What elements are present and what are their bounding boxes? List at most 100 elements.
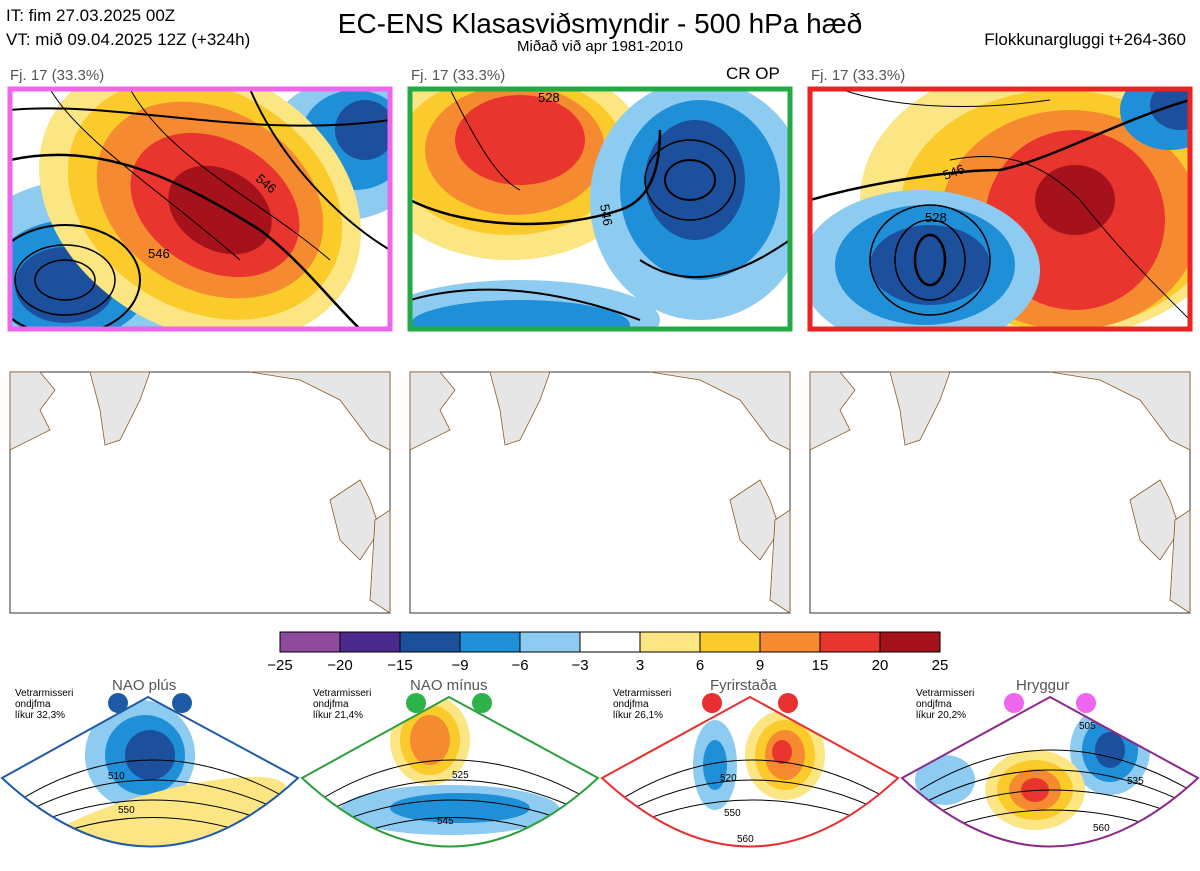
map3-contour-label: 546	[941, 161, 967, 183]
colorbar-swatch	[339, 631, 401, 653]
colorbar: −25 −20 −15 −9 −6 −3 3 6 9 15 20 25	[267, 631, 949, 674]
colorbar-swatch	[399, 631, 461, 653]
blank-map-2	[409, 371, 791, 614]
colorbar-swatch	[639, 631, 701, 653]
map3-blue3	[870, 225, 990, 305]
land-mass	[649, 371, 791, 451]
colorbar-swatch	[879, 631, 941, 653]
land-mass	[249, 371, 391, 451]
map-3-frame	[807, 86, 1193, 332]
classification-window: Flokkunargluggi t+264-360	[984, 30, 1186, 49]
map1-darkred	[168, 165, 272, 255]
anomaly-patch	[1021, 778, 1049, 802]
colorbar-tick-label: 25	[932, 657, 949, 674]
valid-time: VT: mið 09.04.2025 12Z (+324h)	[6, 30, 251, 49]
map-2-tag: CR OP	[726, 64, 780, 83]
colorbar-swatch	[819, 631, 881, 653]
page-title: EC-ENS Klasasviðsmyndir - 500 hPa hæð	[337, 8, 863, 39]
regime1-label: 510	[108, 771, 125, 782]
land-mass	[769, 509, 791, 614]
map-1-frame	[7, 86, 393, 332]
blank-map-1	[9, 371, 391, 614]
colorbar-tick-label: −20	[327, 657, 352, 674]
land-mass	[809, 371, 856, 451]
regime4-desc-line: ondjfma	[916, 699, 952, 710]
anomaly-patch	[703, 740, 727, 790]
colorbar-swatch	[519, 631, 581, 653]
colorbar-swatch	[699, 631, 761, 653]
colorbar-swatch	[759, 631, 821, 653]
land-mass	[889, 371, 951, 446]
regime3-label: 550	[724, 808, 741, 819]
map-3-anomaly: 528 546	[810, 89, 1190, 329]
colorbar-tick-label: −9	[451, 657, 468, 674]
colorbar-swatch	[279, 631, 341, 653]
regime3-desc-line: Vetrarmisseri	[613, 688, 672, 699]
regime1-desc-line: líkur 32,3%	[15, 710, 66, 721]
land-mass	[489, 371, 551, 446]
run-info: IT: fim 27.03.2025 00Z VT: mið 09.04.202…	[6, 4, 250, 52]
init-time: IT: fim 27.03.2025 00Z	[6, 6, 176, 25]
regime4-desc-line: Vetrarmisseri	[916, 688, 975, 699]
regime2-desc-line: Vetrarmisseri	[313, 688, 372, 699]
anomaly-patch	[1015, 849, 1045, 861]
anomaly-patch	[915, 755, 975, 805]
colorbar-swatch	[579, 631, 641, 653]
land-mass	[1049, 371, 1191, 451]
regime3-label: 560	[737, 834, 754, 845]
map-2-frame	[407, 86, 793, 332]
regime3-label: 520	[720, 773, 737, 784]
anomaly-patch	[125, 730, 175, 780]
map3-blue-ne2	[1150, 89, 1190, 130]
map3-darkred	[1035, 165, 1115, 235]
colorbar-swatch	[459, 631, 521, 653]
colorbar-tick-label: 20	[872, 657, 889, 674]
land-mass	[9, 371, 56, 451]
regime2-desc: Vetrarmisseri ondjfma líkur 21,4%	[313, 688, 371, 721]
land-mass	[369, 509, 391, 614]
map-2-anomaly: 528 546	[410, 89, 790, 329]
regime2-title: NAO mínus	[410, 677, 488, 694]
map-1-label: Fj. 17 (33.3%)	[10, 67, 105, 84]
regime4-desc: Vetrarmisseri ondjfma líkur 20,2%	[916, 688, 974, 721]
map-2-label: Fj. 17 (33.3%)	[411, 67, 506, 84]
regime2-label: 525	[452, 770, 469, 781]
regime1-desc-line: ondjfma	[15, 699, 51, 710]
regime4-title: Hryggur	[1016, 677, 1070, 694]
anomaly-patch	[1095, 732, 1125, 768]
page-subtitle: Miðað við apr 1981-2010	[517, 38, 683, 55]
regime2-label: 545	[437, 816, 454, 827]
map3-contour-label: 528	[925, 210, 947, 225]
regime2-desc-line: ondjfma	[313, 699, 349, 710]
colorbar-tick-label: 9	[756, 657, 764, 674]
regime-nao-minus: 525 545 565	[300, 693, 600, 861]
map-1-anomaly: 546 546	[10, 89, 390, 329]
regime4-label: 505	[1079, 721, 1096, 732]
colorbar-tick-label: 15	[812, 657, 829, 674]
map2-red	[455, 95, 585, 185]
regime3-desc-line: líkur 26,1%	[613, 710, 664, 721]
regime1-title: NAO plús	[112, 677, 177, 694]
regime3-desc-line: ondjfma	[613, 699, 649, 710]
anomaly-patch	[390, 793, 530, 823]
regime3-desc: Vetrarmisseri ondjfma líkur 26,1%	[613, 688, 671, 721]
map2-contour-label: 546	[597, 203, 616, 227]
regime3-title: Fyrirstaða	[710, 677, 777, 694]
colorbar-tick-label: 6	[696, 657, 704, 674]
regime4-label: 560	[1093, 823, 1110, 834]
land-mass	[1169, 509, 1191, 614]
regime4-desc-line: líkur 20,2%	[916, 710, 967, 721]
map1-contour-label: 546	[148, 246, 170, 261]
regime2-label: 565	[446, 850, 463, 861]
regime1-desc: Vetrarmisseri ondjfma líkur 32,3%	[15, 688, 73, 721]
colorbar-tick-label: 3	[636, 657, 644, 674]
regime1-label: 550	[118, 805, 135, 816]
map-3-label: Fj. 17 (33.3%)	[811, 67, 906, 84]
map2-blue-s2	[410, 300, 630, 329]
blank-map-3	[809, 371, 1191, 614]
regime2-desc-line: líkur 21,4%	[313, 710, 364, 721]
colorbar-tick-label: −15	[387, 657, 412, 674]
colorbar-tick-label: −6	[511, 657, 528, 674]
map2-contour-label: 528	[538, 90, 560, 105]
